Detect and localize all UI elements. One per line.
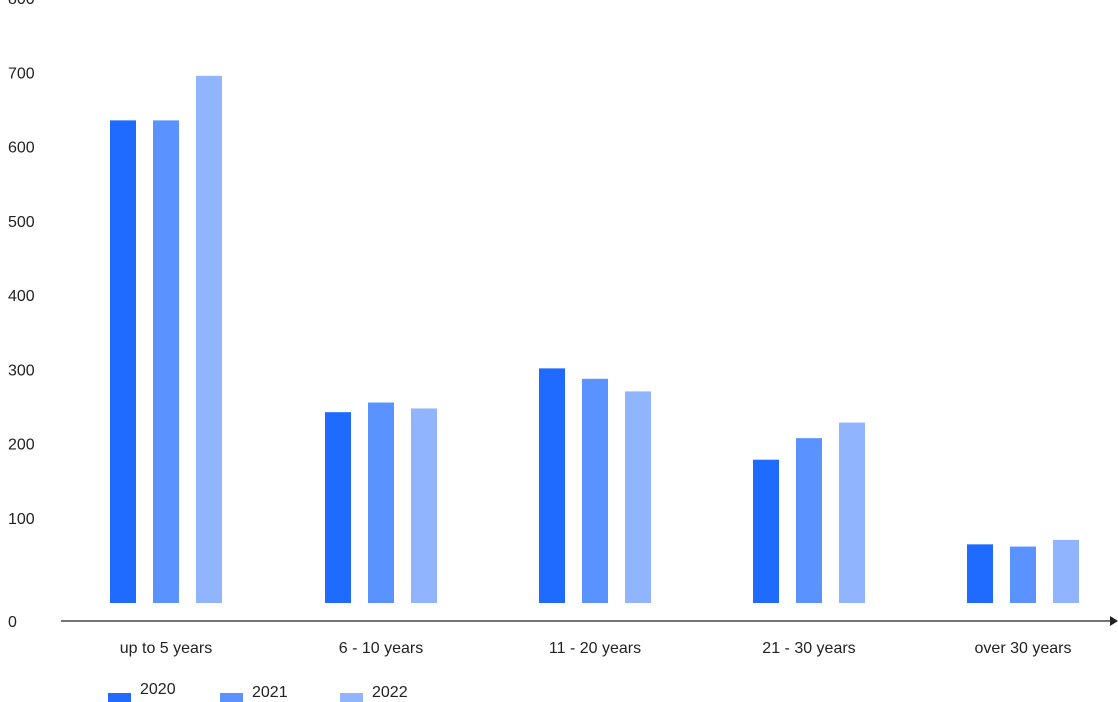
x-tick-label: 21 - 30 years — [762, 640, 855, 657]
legend-item-2020: 2020 — [108, 681, 176, 702]
bar-2021-0 — [153, 120, 179, 603]
x-tick-label: up to 5 years — [120, 640, 213, 657]
legend: 2020 2021 2022 — [108, 681, 408, 702]
bar-2021-4 — [1010, 546, 1036, 603]
bar-2022-1 — [411, 408, 437, 603]
bars — [110, 75, 1079, 603]
bar-2020-2 — [539, 368, 565, 603]
bar-2022-4 — [1053, 539, 1079, 603]
y-tick-label: 100 — [8, 511, 35, 528]
x-axis-labels: up to 5 years 6 - 10 years 11 - 20 years 21… — [120, 640, 1072, 657]
y-tick-label: 500 — [8, 214, 35, 231]
bar-2021-2 — [582, 378, 608, 603]
y-axis-ticks: 0 100 200 300 400 500 600 700 800 — [8, 0, 35, 631]
x-tick-label: 6 - 10 years — [339, 640, 423, 657]
legend-swatch — [108, 693, 131, 702]
bar-2020-4 — [967, 544, 993, 603]
x-tick-label: over 30 years — [975, 640, 1072, 657]
legend-item-2021: 2021 — [220, 684, 288, 702]
y-tick-label: 600 — [8, 140, 35, 157]
bar-2022-3 — [839, 422, 865, 603]
bar-2021-1 — [368, 402, 394, 603]
legend-label: 2022 — [372, 684, 408, 701]
bar-2021-3 — [796, 438, 822, 603]
bar-2022-2 — [625, 391, 651, 603]
y-tick-label: 800 — [8, 0, 35, 8]
x-axis-arrow-icon — [1110, 616, 1118, 626]
legend-label: 2021 — [252, 684, 288, 701]
x-axis — [61, 616, 1118, 626]
y-tick-label: 300 — [8, 362, 35, 379]
y-tick-label: 0 — [8, 614, 17, 631]
y-tick-label: 400 — [8, 288, 35, 305]
legend-item-2022: 2022 — [340, 684, 408, 702]
y-tick-label: 200 — [8, 437, 35, 454]
bar-2020-3 — [753, 459, 779, 603]
y-tick-label: 700 — [8, 65, 35, 82]
legend-label: 2020 — [140, 681, 176, 698]
legend-swatch — [220, 693, 243, 702]
bar-2020-0 — [110, 120, 136, 603]
bar-2020-1 — [325, 412, 351, 603]
legend-swatch — [340, 693, 363, 702]
x-tick-label: 11 - 20 years — [549, 640, 641, 657]
bar-2022-0 — [196, 75, 222, 603]
